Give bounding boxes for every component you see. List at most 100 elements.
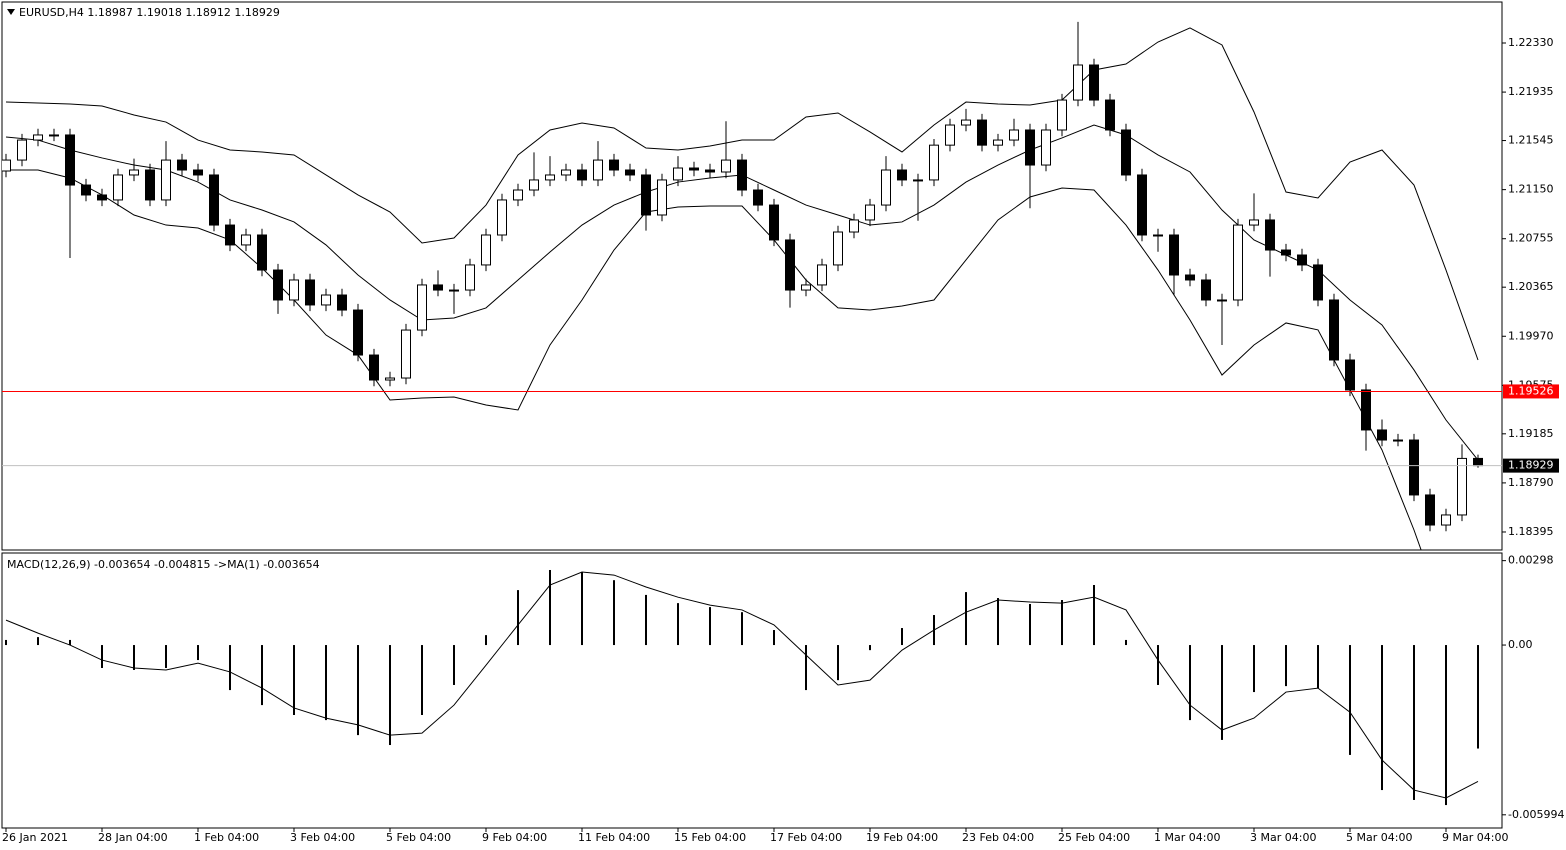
candle-body [801, 284, 811, 291]
candle-body [465, 264, 475, 291]
y-tick-label: 1.20365 [1508, 280, 1554, 293]
candle-body [673, 167, 683, 181]
candle-body [945, 124, 955, 146]
y-tick-label: 1.21935 [1508, 85, 1554, 98]
axes: 1.22330 1.21935 1.21545 1.21150 1.20755 1.203… [2, 36, 1564, 844]
y-tick-label: -0.005994 [1508, 808, 1564, 821]
macd-bar [389, 645, 391, 746]
candle-body [129, 169, 139, 176]
candle-body [17, 139, 27, 161]
candle-body [1009, 129, 1019, 141]
candle-body [1361, 389, 1371, 431]
macd-bar [1061, 600, 1063, 646]
candle-body [1393, 439, 1403, 442]
candle-body [609, 159, 619, 171]
candle-body [1249, 219, 1259, 226]
macd-title: MACD(12,26,9) -0.003654 -0.004815 ->MA(1… [7, 558, 320, 571]
candle-body [369, 354, 379, 381]
candle-body [33, 134, 43, 141]
macd-bar [677, 603, 679, 646]
candle-body [81, 184, 91, 196]
x-tick-label: 17 Feb 04:00 [770, 831, 842, 844]
macd-bar [645, 594, 647, 646]
macd-bar [1285, 645, 1287, 687]
candle-body [1057, 99, 1067, 131]
price-label-box [1503, 458, 1559, 473]
macd-bar [901, 628, 903, 646]
symbol-menu-icon[interactable] [7, 9, 15, 15]
candle-body [481, 234, 491, 266]
candle-body [401, 329, 411, 379]
candle-body [705, 169, 715, 173]
macd-bar [357, 645, 359, 736]
x-tick-label: 9 Mar 04:00 [1442, 831, 1508, 844]
candle-body [977, 119, 987, 146]
x-tick-label: 5 Feb 04:00 [386, 831, 451, 844]
candle-body [881, 169, 891, 206]
candle-body [753, 189, 763, 206]
macd-bar [1125, 639, 1127, 646]
macd-bar [965, 592, 967, 646]
candle-body [993, 139, 1003, 146]
candle-body [1457, 457, 1467, 516]
candle-body [1313, 264, 1323, 301]
macd-bar [1221, 645, 1223, 740]
macd-bar [613, 580, 615, 646]
candle-body [913, 179, 923, 182]
candle-body [721, 159, 731, 173]
x-tick-label: 9 Feb 04:00 [482, 831, 547, 844]
candle-body [769, 204, 779, 241]
candle-body [1089, 64, 1099, 101]
candle-body [1137, 174, 1147, 236]
candle-body [353, 309, 363, 356]
x-tick-label: 1 Mar 04:00 [1154, 831, 1220, 844]
candle-body [209, 174, 219, 226]
macd-bar [5, 639, 7, 646]
macd-bar [1093, 585, 1095, 646]
macd-bar [1189, 645, 1191, 721]
x-tick-label: 5 Mar 04:00 [1346, 831, 1412, 844]
price-panel [1, 1, 1503, 551]
candle-body [1345, 359, 1355, 391]
candle-body [97, 194, 107, 201]
macd-bar [837, 645, 839, 681]
candle-body [1281, 249, 1291, 256]
candle-body [785, 239, 795, 291]
x-tick-label: 3 Feb 04:00 [290, 831, 355, 844]
candle-body [241, 234, 251, 246]
macd-bar [261, 645, 263, 706]
candle-body [1217, 299, 1227, 302]
y-tick-label: 1.19185 [1508, 427, 1554, 440]
macd-bar [325, 645, 327, 721]
chart-title: EURUSD,H4 1.18987 1.19018 1.18912 1.1892… [19, 6, 280, 19]
macd-bar [997, 598, 999, 646]
candle-body [897, 169, 907, 181]
candle-body [161, 159, 171, 201]
candle-body [49, 134, 59, 137]
bollinger-band [5, 27, 1479, 361]
x-tick-label: 26 Jan 2021 [2, 831, 68, 844]
candle-body [1041, 129, 1051, 166]
candle-body [817, 264, 827, 286]
x-tick-label: 3 Mar 04:00 [1250, 831, 1316, 844]
macd-bar [1317, 645, 1319, 689]
candle-body [1121, 129, 1131, 176]
y-tick-label: 1.21545 [1508, 134, 1554, 147]
macd-bar [709, 607, 711, 646]
candle-body [1153, 234, 1163, 237]
y-tick-label: 0.00298 [1508, 554, 1554, 567]
candle-body [2, 159, 11, 172]
candle-body [449, 289, 459, 292]
candle-body [417, 284, 427, 331]
candle-body [113, 174, 123, 201]
macd-bar [165, 645, 167, 668]
candle-body [593, 159, 603, 181]
candle-body [289, 279, 299, 301]
bollinger-band [6, 169, 1422, 550]
candle-body [1169, 234, 1179, 276]
candle-body [193, 169, 203, 176]
y-tick-label: 0.00 [1508, 638, 1533, 651]
candle-body [1377, 429, 1387, 441]
candle-body [1297, 254, 1307, 266]
